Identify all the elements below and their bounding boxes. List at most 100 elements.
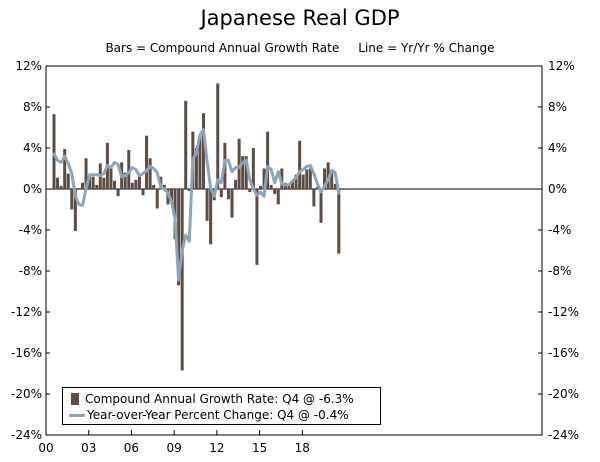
bar: [241, 156, 245, 189]
bar: [301, 174, 305, 189]
y-tick-label-left: -20%: [11, 387, 42, 401]
y-tick-label-right: -8%: [548, 264, 571, 278]
bar: [169, 189, 173, 201]
line-series: [52, 128, 341, 282]
bar: [226, 189, 230, 200]
bar: [116, 189, 120, 197]
y-tick-label-right: 4%: [548, 141, 567, 155]
bar-series: [52, 83, 341, 371]
bar: [123, 172, 127, 189]
bar: [95, 184, 99, 189]
bar: [127, 150, 131, 189]
legend-bar-swatch: [71, 393, 79, 405]
bar: [80, 182, 84, 189]
legend: Compound Annual Growth Rate: Q4 @ -6.3% …: [62, 387, 381, 425]
bar: [113, 180, 117, 189]
y-tick-label-right: -12%: [548, 305, 579, 319]
axes-layer: [45, 65, 543, 436]
bar: [66, 173, 70, 189]
bar: [305, 169, 309, 189]
bar: [137, 176, 141, 189]
chart-subtitle: Bars = Compound Annual Growth Rate Line …: [105, 41, 495, 55]
legend-item-line: Year-over-Year Percent Change: Q4 @ -0.4…: [69, 407, 380, 423]
bar: [234, 179, 238, 189]
bar: [152, 184, 156, 189]
bar: [319, 189, 323, 223]
bar: [180, 189, 184, 371]
bar: [330, 169, 334, 189]
bar: [255, 189, 259, 265]
legend-item-bars: Compound Annual Growth Rate: Q4 @ -6.3%: [69, 391, 380, 407]
y-tick-label-right: -16%: [548, 346, 579, 360]
plot-frame: [45, 65, 543, 436]
bar: [315, 186, 319, 189]
y-tick-label-right: 0%: [548, 182, 567, 196]
bar: [187, 189, 191, 192]
y-tick-label-left: -24%: [11, 428, 42, 442]
y-tick-label-right: 8%: [548, 100, 567, 114]
x-tick-label: 03: [81, 441, 96, 455]
bar: [287, 183, 291, 189]
y-tick-label-left: -8%: [19, 264, 42, 278]
bar: [333, 183, 337, 189]
bar: [134, 179, 138, 189]
bar: [145, 135, 149, 189]
bar: [184, 100, 188, 189]
bar: [251, 148, 255, 189]
legend-line-swatch: [69, 413, 85, 417]
x-tick-label: 15: [252, 441, 267, 455]
bar: [84, 158, 88, 189]
bar: [291, 181, 295, 189]
y-tick-label-left: 8%: [23, 100, 42, 114]
bar: [77, 187, 81, 189]
bar: [162, 184, 166, 189]
yoy-line: [52, 128, 341, 282]
legend-bar-label: Compound Annual Growth Rate: Q4 @ -6.3%: [85, 392, 354, 406]
y-tick-label-right: -4%: [548, 223, 571, 237]
bar: [298, 140, 302, 189]
y-tick-label-left: 4%: [23, 141, 42, 155]
x-tick-label: 00: [38, 441, 53, 455]
bar: [237, 138, 241, 189]
bar: [216, 83, 220, 189]
tick-labels: 12% 12% 8% 8% 4% 4% 0% 0% -4% -4% -8% -8% -12% -12% -1…: [11, 59, 579, 455]
y-tick-label-right: 12%: [548, 59, 575, 73]
bar: [56, 177, 60, 189]
y-tick-label-right: -20%: [548, 387, 579, 401]
bar: [266, 131, 270, 189]
y-tick-label-right: -24%: [548, 428, 579, 442]
bar: [198, 134, 202, 189]
bar: [63, 149, 67, 189]
y-tick-label-left: -12%: [11, 305, 42, 319]
bar: [130, 182, 134, 189]
legend-line-label: Year-over-Year Percent Change: Q4 @ -0.4…: [87, 408, 349, 422]
x-tick-label: 18: [295, 441, 310, 455]
bar: [109, 166, 113, 189]
x-tick-label: 09: [167, 441, 182, 455]
bar: [52, 114, 56, 189]
bar: [258, 185, 262, 189]
x-tick-label: 06: [124, 441, 139, 455]
bar: [262, 168, 266, 189]
chart-title: Japanese Real GDP: [200, 6, 400, 30]
bar: [244, 156, 248, 189]
bar: [312, 189, 316, 207]
bar: [273, 189, 277, 195]
bar: [155, 189, 159, 209]
bar: [209, 189, 213, 245]
bar: [177, 189, 181, 286]
y-tick-label-left: -16%: [11, 346, 42, 360]
bar: [269, 184, 273, 189]
bar: [276, 189, 280, 205]
bar: [337, 189, 341, 254]
bar: [102, 177, 106, 189]
bar: [308, 168, 312, 189]
y-tick-label-left: 12%: [15, 59, 42, 73]
bar: [91, 176, 95, 189]
bar: [219, 189, 223, 198]
bar: [73, 189, 77, 232]
bar: [59, 185, 63, 189]
bar: [70, 189, 74, 210]
bar: [205, 189, 209, 221]
